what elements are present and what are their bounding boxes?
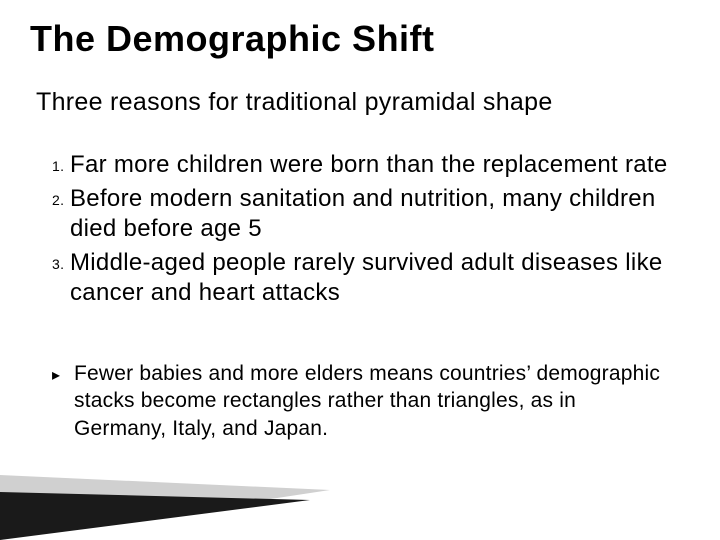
list-item: 2. Before modern sanitation and nutritio… — [52, 184, 672, 244]
list-text: Middle-aged people rarely survived adult… — [70, 248, 672, 308]
bullet-icon: ▸ — [52, 360, 74, 385]
numbered-list: 1. Far more children were born than the … — [52, 150, 672, 312]
slide: The Demographic Shift Three reasons for … — [0, 0, 720, 540]
list-item: 1. Far more children were born than the … — [52, 150, 672, 180]
list-marker: 3. — [52, 248, 70, 272]
list-item: 3. Middle-aged people rarely survived ad… — [52, 248, 672, 308]
slide-title: The Demographic Shift — [30, 18, 435, 60]
wedge-dark — [0, 492, 310, 540]
list-marker: 1. — [52, 150, 70, 174]
list-text: Far more children were born than the rep… — [70, 150, 668, 180]
decorative-wedge — [0, 430, 340, 540]
bullet-item: ▸ Fewer babies and more elders means cou… — [52, 360, 672, 442]
slide-subtitle: Three reasons for traditional pyramidal … — [36, 88, 553, 117]
list-text: Before modern sanitation and nutrition, … — [70, 184, 672, 244]
list-marker: 2. — [52, 184, 70, 208]
bullet-text: Fewer babies and more elders means count… — [74, 360, 672, 442]
wedge-light — [0, 475, 330, 540]
